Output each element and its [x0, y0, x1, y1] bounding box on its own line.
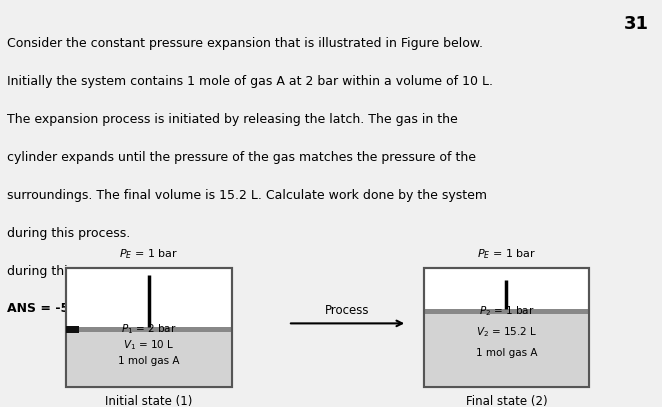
Text: $V_1$ = 10 L: $V_1$ = 10 L	[123, 338, 175, 352]
Text: Initially the system contains 1 mole of gas A at 2 bar within a volume of 10 L.: Initially the system contains 1 mole of …	[7, 75, 493, 88]
Text: during this process.: during this process.	[7, 227, 130, 240]
Bar	[424, 268, 589, 387]
Text: $V_2$ = 15.2 L: $V_2$ = 15.2 L	[476, 325, 537, 339]
Bar	[424, 309, 589, 314]
Bar	[66, 268, 232, 387]
Text: $P_2$ = 1 bar: $P_2$ = 1 bar	[479, 304, 534, 318]
Bar	[424, 268, 589, 387]
Text: ANS = -520J: ANS = -520J	[7, 302, 91, 315]
Text: $P_E$ = 1 bar: $P_E$ = 1 bar	[119, 247, 179, 261]
Text: $P_1$ = 2 bar: $P_1$ = 2 bar	[121, 322, 177, 336]
Text: surroundings. The final volume is 15.2 L. Calculate work done by the system: surroundings. The final volume is 15.2 L…	[7, 189, 487, 202]
Text: Final state (2): Final state (2)	[465, 395, 547, 407]
Text: Consider the constant pressure expansion that is illustrated in Figure below.: Consider the constant pressure expansion…	[7, 37, 483, 50]
Bar	[424, 312, 589, 387]
Text: 31: 31	[624, 15, 649, 33]
Bar	[66, 326, 79, 333]
Bar	[66, 268, 232, 387]
Text: during this process.: during this process.	[7, 265, 134, 278]
Bar	[66, 327, 232, 332]
Text: cylinder expands until the pressure of the gas matches the pressure of the: cylinder expands until the pressure of t…	[7, 151, 475, 164]
Text: Process: Process	[325, 304, 370, 317]
Text: 1 mol gas A: 1 mol gas A	[476, 348, 537, 358]
Text: The expansion process is initiated by releasing the latch. The gas in the: The expansion process is initiated by re…	[7, 113, 457, 126]
Text: Initial state (1): Initial state (1)	[105, 395, 193, 407]
Bar	[66, 330, 232, 387]
Text: 1 mol gas A: 1 mol gas A	[118, 356, 179, 366]
Text: $P_E$ = 1 bar: $P_E$ = 1 bar	[477, 247, 536, 261]
